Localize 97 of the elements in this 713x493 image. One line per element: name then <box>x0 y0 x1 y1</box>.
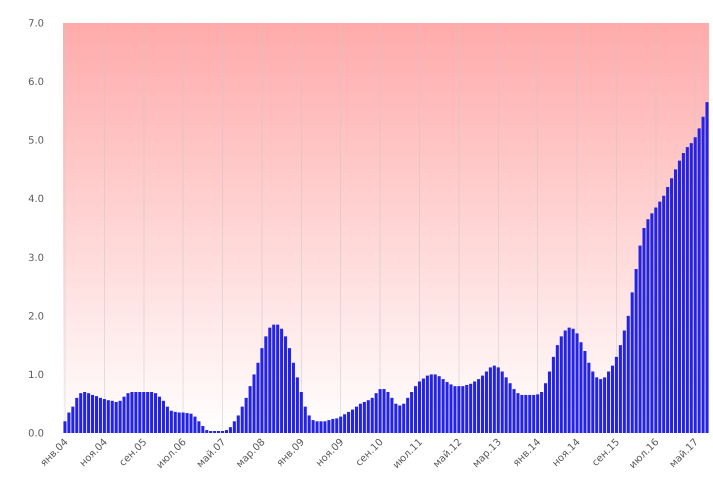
bar <box>572 328 575 433</box>
bar <box>477 379 480 433</box>
bar <box>488 367 492 433</box>
bar <box>205 430 208 433</box>
bar <box>398 405 402 433</box>
bar <box>170 410 173 433</box>
bar <box>382 389 386 433</box>
bar <box>461 386 464 433</box>
bar <box>496 367 500 433</box>
bar <box>492 366 496 433</box>
bar <box>83 392 86 433</box>
bar <box>110 400 114 433</box>
bar <box>705 102 709 433</box>
bar <box>469 384 472 433</box>
bar <box>319 421 323 433</box>
bar <box>114 402 118 433</box>
bar <box>528 394 532 433</box>
bar <box>91 394 94 433</box>
bar <box>446 382 449 433</box>
bar <box>138 392 142 433</box>
bar <box>158 396 162 433</box>
bar <box>430 374 433 433</box>
bar <box>457 386 460 433</box>
bar <box>150 392 154 433</box>
bar <box>98 398 102 433</box>
bar <box>201 426 204 433</box>
bar <box>524 394 528 433</box>
bar <box>426 376 429 433</box>
bar <box>536 394 540 433</box>
y-tick-label: 7.0 <box>28 18 44 30</box>
bar <box>442 379 445 433</box>
bar <box>162 400 165 433</box>
bar <box>339 416 342 433</box>
bar <box>422 378 425 433</box>
bar <box>272 324 276 433</box>
bar <box>335 418 338 433</box>
bar <box>386 392 390 433</box>
bar <box>374 393 378 433</box>
bar <box>106 400 110 433</box>
bar <box>327 420 330 433</box>
bar <box>434 374 437 433</box>
bar <box>154 393 158 433</box>
bar <box>532 394 536 433</box>
bar <box>182 412 185 433</box>
bar <box>438 376 441 433</box>
bar <box>316 421 319 433</box>
bar <box>354 406 358 433</box>
bar <box>126 393 130 433</box>
y-tick-label: 2.0 <box>28 311 44 322</box>
bar <box>500 372 504 433</box>
y-tick-label: 6.0 <box>28 77 44 88</box>
bar <box>142 392 146 433</box>
bar <box>87 393 90 433</box>
bar <box>366 400 370 433</box>
y-tick-label: 0.0 <box>28 428 44 440</box>
bar <box>122 396 126 433</box>
bar <box>465 384 468 433</box>
y-tick-label: 3.0 <box>28 252 44 264</box>
bar <box>520 394 524 433</box>
bar <box>331 418 334 433</box>
bar <box>323 421 326 433</box>
bar <box>134 392 138 433</box>
y-tick-label: 4.0 <box>28 194 44 206</box>
bar <box>453 386 456 433</box>
bar <box>130 392 134 433</box>
bar <box>484 372 488 433</box>
bar <box>280 328 284 433</box>
bar <box>599 379 602 433</box>
bar <box>358 404 362 433</box>
bar <box>343 414 346 433</box>
bar <box>178 412 181 433</box>
bar <box>568 328 571 433</box>
bar <box>79 393 82 433</box>
bar <box>186 413 189 433</box>
bar <box>102 399 106 433</box>
bar <box>268 328 272 433</box>
y-tick-label: 5.0 <box>28 136 44 147</box>
bar <box>564 330 567 433</box>
bar <box>418 381 422 433</box>
bar <box>362 402 366 433</box>
bar <box>449 384 453 433</box>
bar <box>350 410 354 433</box>
bar <box>174 412 177 433</box>
bar <box>686 147 689 433</box>
bar <box>276 324 280 433</box>
bar <box>189 414 193 433</box>
y-tick-label: 1.0 <box>28 370 44 381</box>
bar <box>146 392 150 433</box>
bar <box>224 430 228 433</box>
bar <box>193 416 196 433</box>
bar <box>480 376 484 433</box>
bar <box>473 381 476 433</box>
bar <box>378 389 382 433</box>
bar <box>347 412 350 433</box>
bar <box>94 396 98 433</box>
bar <box>516 393 520 433</box>
bar <box>118 400 122 433</box>
